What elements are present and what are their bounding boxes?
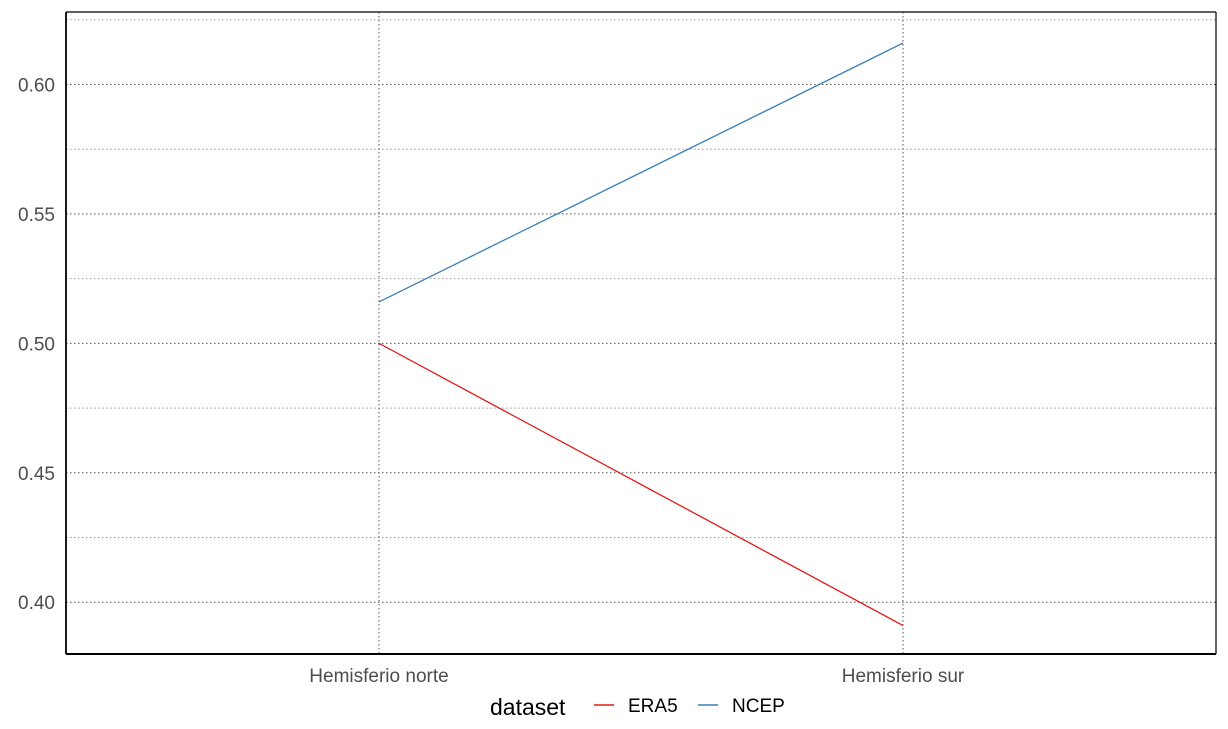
y-tick-labels: 0.40 0.45 0.50 0.55 0.60 — [18, 75, 55, 614]
y-tick-label: 0.60 — [18, 75, 55, 96]
x-tick-labels: Hemisferio norte Hemisferio sur — [309, 666, 965, 687]
legend-label-ncep: NCEP — [732, 696, 785, 717]
series-lines — [378, 42, 904, 627]
y-tick-label: 0.50 — [18, 334, 55, 355]
axes — [65, 11, 1217, 655]
y-tick-label: 0.40 — [18, 593, 55, 614]
x-tick-label: Hemisferio norte — [309, 666, 448, 687]
y-tick-label: 0.45 — [18, 464, 55, 485]
legend: dataset ERA5 NCEP — [490, 694, 785, 720]
series-line-era5 — [378, 342, 904, 627]
legend-title: dataset — [490, 694, 566, 720]
grid-lines — [66, 12, 1216, 654]
series-line-ncep — [378, 42, 904, 303]
y-tick-label: 0.55 — [18, 205, 55, 226]
legend-label-era5: ERA5 — [628, 696, 678, 717]
x-tick-label: Hemisferio sur — [842, 666, 965, 687]
